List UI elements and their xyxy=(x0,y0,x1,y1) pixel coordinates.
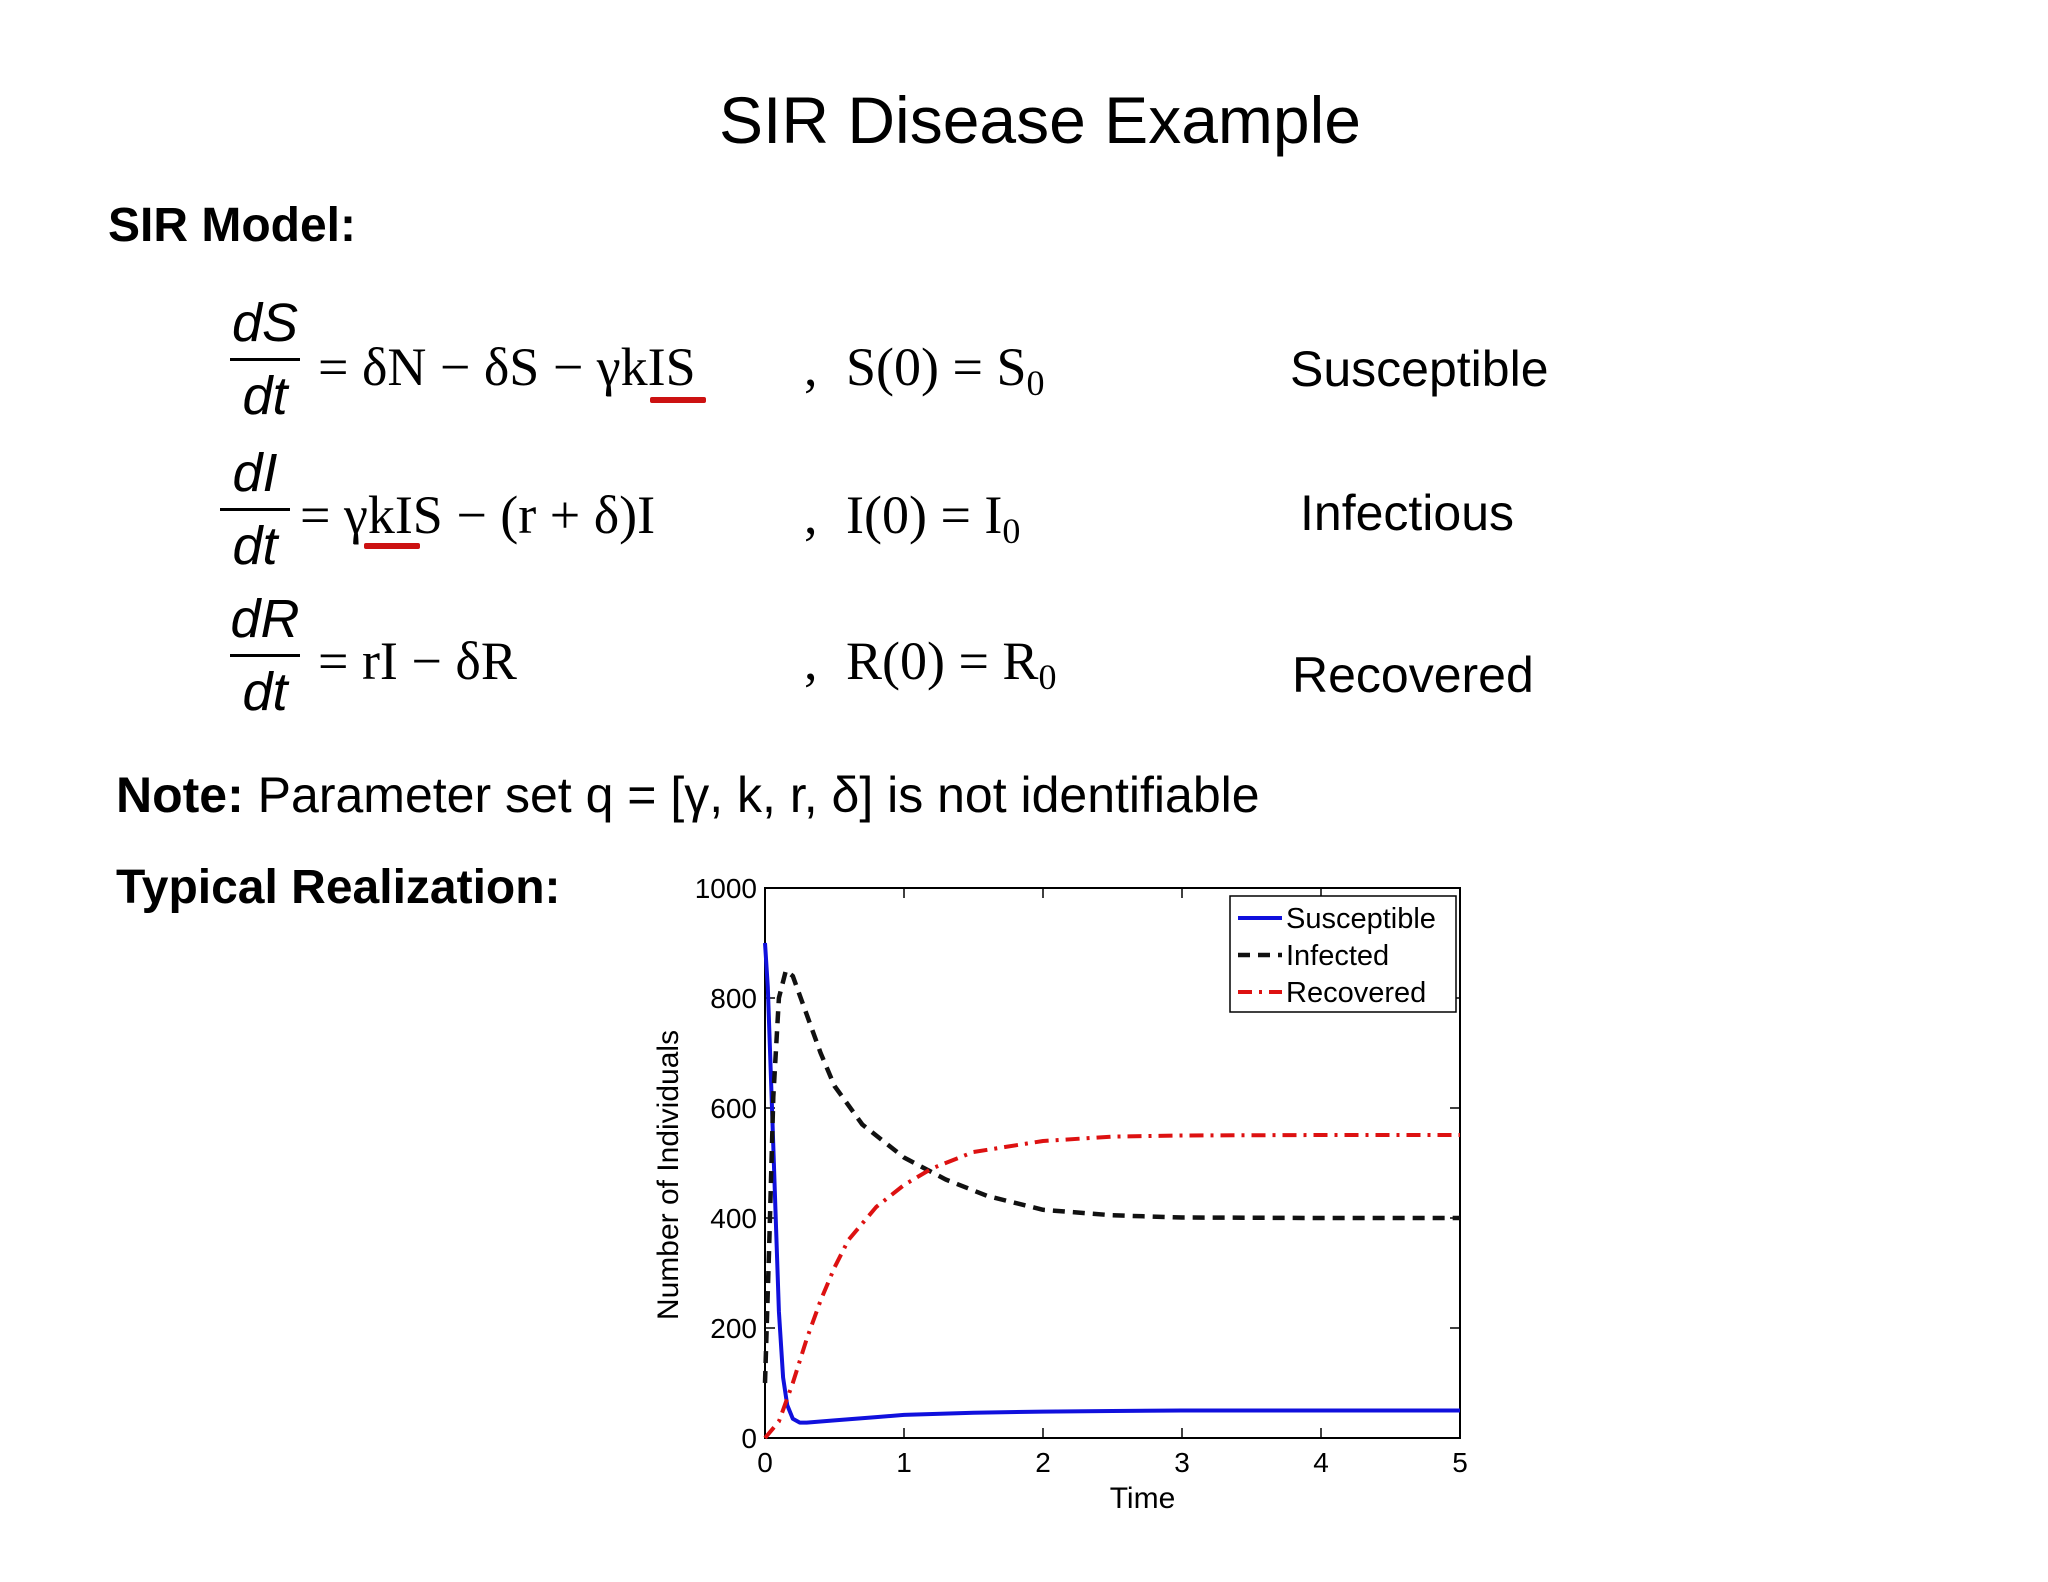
equation-rhs: = rI − δR xyxy=(318,631,517,691)
initial-condition: S(0) = S0 xyxy=(846,336,1044,404)
y-tick-label: 0 xyxy=(741,1423,757,1454)
fraction-bar xyxy=(230,654,300,657)
page-title: SIR Disease Example xyxy=(719,83,1361,157)
x-tick-label: 4 xyxy=(1313,1447,1329,1478)
plot-frame xyxy=(764,887,1461,1439)
realization-heading: Typical Realization: xyxy=(116,861,561,914)
equation-separator: , xyxy=(804,631,818,691)
series-line-infected xyxy=(762,968,1460,1384)
initial-condition: I(0) = I0 xyxy=(846,484,1020,552)
y-tick-label: 1000 xyxy=(695,873,757,904)
x-tick-label: 2 xyxy=(1035,1447,1051,1478)
series-line-recovered xyxy=(763,1133,1460,1440)
fraction-numerator: dS xyxy=(231,293,299,353)
y-axis-label: Number of Individuals xyxy=(652,1030,685,1320)
note-label: Note: xyxy=(116,767,244,823)
ic-subscript: 0 xyxy=(1038,657,1057,697)
derivative-fraction: dR dt xyxy=(230,592,300,719)
y-tick-label: 200 xyxy=(710,1313,757,1344)
x-tick-label: 3 xyxy=(1174,1447,1190,1478)
derivative-fraction: dI dt xyxy=(220,446,290,573)
equation-rhs: = δN − δS − γkIS xyxy=(318,337,696,397)
legend-entry: Susceptible xyxy=(1286,903,1436,935)
ic-text: R(0) = R xyxy=(846,631,1039,691)
underline-gk-2 xyxy=(364,543,420,549)
x-tick-label: 0 xyxy=(757,1447,773,1478)
legend-entry: Infected xyxy=(1286,940,1389,972)
equation-separator: , xyxy=(804,337,818,397)
legend-entry: Recovered xyxy=(1286,977,1426,1009)
x-axis-label: Time xyxy=(1110,1482,1176,1515)
y-tick-label: 600 xyxy=(710,1093,757,1124)
label-recovered: Recovered xyxy=(1292,647,1534,703)
label-susceptible: Susceptible xyxy=(1290,341,1549,397)
y-tick-label: 400 xyxy=(710,1203,757,1234)
ic-subscript: 0 xyxy=(1026,363,1045,403)
x-tick-label: 1 xyxy=(896,1447,912,1478)
fraction-denominator: dt xyxy=(242,366,288,426)
equation-separator: , xyxy=(804,485,818,545)
y-tick-label: 800 xyxy=(710,983,757,1014)
fraction-bar xyxy=(230,358,300,361)
note-text: Parameter set q = [γ, k, r, δ] is not id… xyxy=(257,767,1260,823)
underline-gk-1 xyxy=(650,397,706,403)
ic-subscript: 0 xyxy=(1002,511,1021,551)
fraction-numerator: dI xyxy=(232,443,278,503)
model-heading: SIR Model: xyxy=(108,199,356,252)
note-line: Note: Parameter set q = [γ, k, r, δ] is … xyxy=(116,766,1260,824)
series-line-susceptible xyxy=(763,942,1460,1425)
equation-rhs: = γkIS − (r + δ)I xyxy=(300,485,656,545)
fraction-bar xyxy=(220,508,290,511)
fraction-numerator: dR xyxy=(230,589,300,649)
fraction-denominator: dt xyxy=(232,516,278,576)
ic-text: I(0) = I xyxy=(846,485,1003,545)
derivative-fraction: dS dt xyxy=(230,296,300,423)
label-infectious: Infectious xyxy=(1300,485,1515,541)
x-tick-label: 5 xyxy=(1452,1447,1468,1478)
fraction-denominator: dt xyxy=(242,662,288,722)
initial-condition: R(0) = R0 xyxy=(846,630,1056,698)
ic-text: S(0) = S xyxy=(846,337,1027,397)
